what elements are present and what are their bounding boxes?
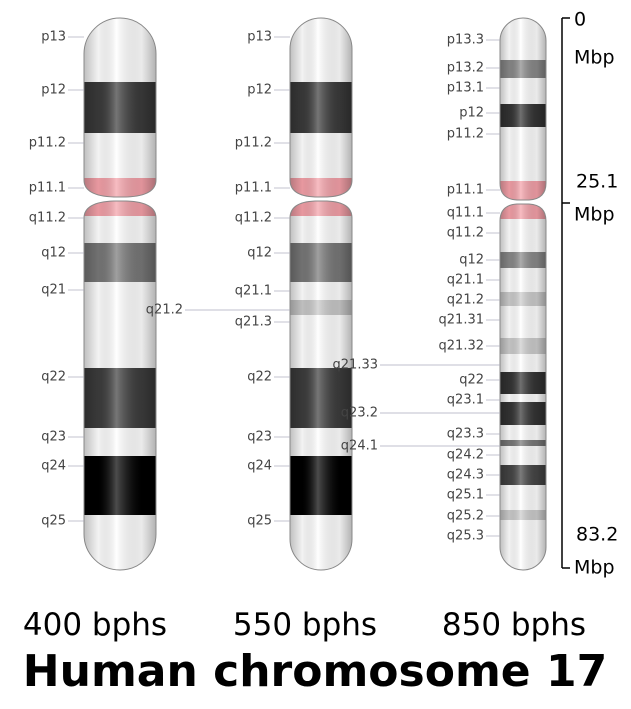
band-label: q22 — [247, 370, 272, 385]
band-label: q25 — [41, 514, 66, 529]
band-label: q21.32 — [439, 339, 484, 354]
shading — [500, 18, 546, 570]
scale-value: 83.2 — [576, 524, 618, 546]
band-label: p12 — [247, 83, 272, 98]
chromosome — [500, 18, 546, 570]
band-label: q21.3 — [235, 315, 272, 330]
caption: 850 bphs — [442, 607, 586, 643]
band-label: p13.2 — [447, 61, 484, 76]
band-label: q25 — [247, 514, 272, 529]
band-label: q21 — [41, 283, 66, 298]
band-label: q12 — [459, 253, 484, 268]
band-label: q24 — [41, 459, 66, 474]
band-label: q12 — [41, 246, 66, 261]
band-label: q24.2 — [447, 448, 484, 463]
shading — [290, 18, 352, 570]
band-label: q11.2 — [29, 211, 66, 226]
band-label: p13 — [247, 30, 272, 45]
band-label: p13.1 — [447, 81, 484, 96]
band-label: p13 — [41, 30, 66, 45]
band-label: p11.1 — [447, 183, 484, 198]
band-label: q22 — [41, 370, 66, 385]
band-label: q25.2 — [447, 509, 484, 524]
band-label: q21.2 — [146, 303, 183, 318]
band-label: q21.1 — [235, 284, 272, 299]
scale-value: 25.1 — [576, 171, 618, 193]
title: Human chromosome 17 — [23, 646, 607, 697]
band-label: q21.33 — [333, 358, 378, 373]
band-label: q22 — [459, 373, 484, 388]
band-label: p12 — [459, 106, 484, 121]
band-label: p12 — [41, 83, 66, 98]
band-label: q24 — [247, 459, 272, 474]
scale-unit: Mbp — [574, 204, 615, 226]
band-label: q23.2 — [341, 406, 378, 421]
band-label: q12 — [247, 246, 272, 261]
band-label: q23.1 — [447, 393, 484, 408]
band-label: p13.3 — [447, 33, 484, 48]
band-label: q25.1 — [447, 488, 484, 503]
band-label: p11.1 — [235, 181, 272, 196]
shading — [84, 18, 156, 570]
caption: 550 bphs — [233, 607, 377, 643]
chromosome-body — [84, 18, 156, 570]
band-label: q23.3 — [447, 427, 484, 442]
band-label: q21.1 — [447, 273, 484, 288]
chromosome-body — [290, 18, 352, 570]
scale-unit: Mbp — [574, 47, 615, 69]
band-label: q11.2 — [235, 211, 272, 226]
band-label: q21.2 — [447, 293, 484, 308]
scale-value: 0 — [574, 9, 586, 31]
chromosome — [290, 18, 352, 570]
band-label: q24.1 — [341, 439, 378, 454]
band-label: q25.3 — [447, 529, 484, 544]
band-label: p11.2 — [235, 136, 272, 151]
band-label: q11.1 — [447, 206, 484, 221]
band-label: q23 — [41, 430, 66, 445]
chromosome-body — [500, 18, 546, 570]
band-label: q21.31 — [439, 313, 484, 328]
band-label: q11.2 — [447, 226, 484, 241]
scale-unit: Mbp — [574, 557, 615, 579]
chromosome — [84, 18, 156, 570]
caption: 400 bphs — [23, 607, 167, 643]
band-label: p11.2 — [447, 127, 484, 142]
band-label: p11.2 — [29, 136, 66, 151]
band-label: q23 — [247, 430, 272, 445]
band-label: p11.1 — [29, 181, 66, 196]
ideogram-figure: Human chromosome 17 p13 p12 p11.2 p11.1 q11.… — [0, 0, 631, 709]
band-label: q24.3 — [447, 468, 484, 483]
